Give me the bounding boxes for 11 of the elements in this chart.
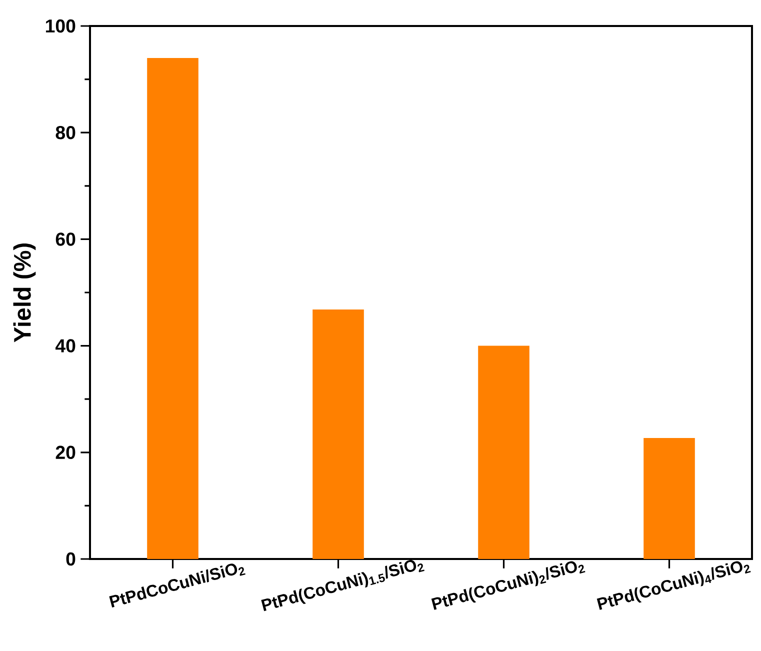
bar: [147, 58, 198, 559]
y-tick-label: 0: [66, 552, 76, 566]
y-tick-label: 100: [46, 19, 76, 33]
y-tick-label: 80: [56, 126, 76, 140]
bar: [312, 310, 364, 559]
y-tick-label: 40: [55, 339, 76, 352]
y-axis-title: Yield (%): [13, 243, 36, 342]
y-tick-label: 60: [56, 232, 76, 246]
bar: [478, 346, 530, 559]
bar: [644, 438, 695, 559]
y-tick-label: 20: [56, 446, 76, 460]
